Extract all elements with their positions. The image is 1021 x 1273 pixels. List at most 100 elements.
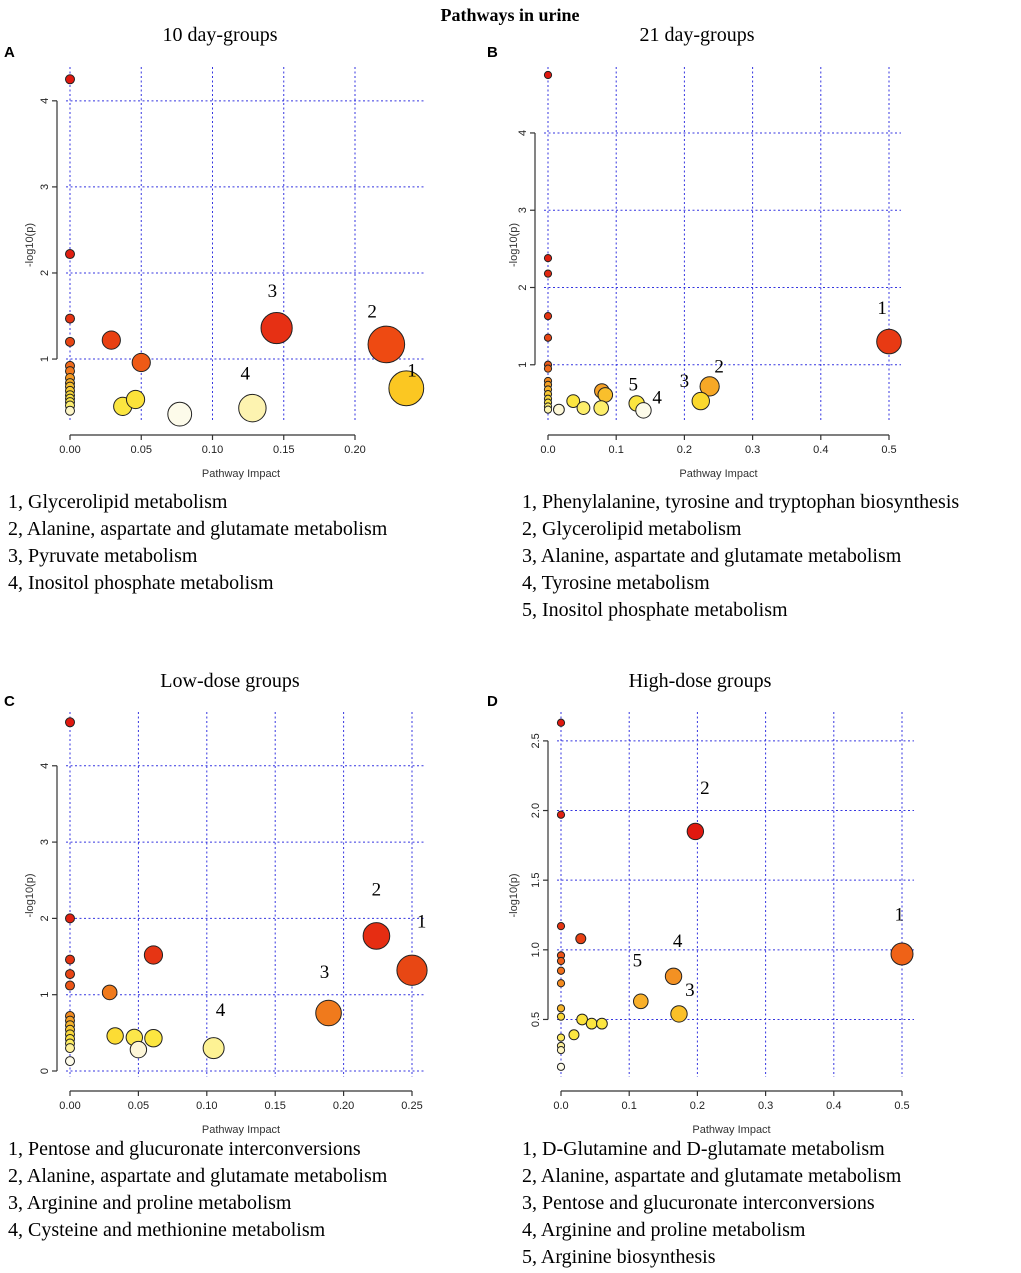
data-point [635,402,652,419]
data-point [543,311,553,321]
x-tick-label: 0.5 [881,444,896,456]
data-point [65,405,75,416]
legend-item: 4, Arginine and proline metabolism [522,1219,806,1241]
data-point [556,1062,566,1071]
legend-item: 1, D-Glutamine and D-glutamate metabolis… [522,1138,885,1160]
x-tick-label: 0.25 [401,1100,422,1112]
data-point [670,1005,688,1023]
x-tick-label: 0.0 [553,1100,568,1112]
x-axis-label: Pathway Impact [692,1124,770,1136]
x-tick-label: 0.05 [128,1100,149,1112]
y-tick-label: 2 [39,270,51,276]
panel-title: Low-dose groups [160,670,300,692]
x-tick-label: 0.15 [264,1100,285,1112]
y-tick-label: 3 [39,839,51,845]
data-point [543,254,553,263]
legend-item: 3, Pentose and glucuronate interconversi… [522,1192,875,1214]
data-point [585,1017,598,1030]
data-point [553,403,565,416]
x-tick-label: 0.4 [813,444,828,456]
x-tick-label: 0.3 [745,444,760,456]
point-annotation: 3 [320,962,330,983]
y-tick-label: 4 [39,763,51,769]
y-tick-label: 0.5 [530,1012,542,1027]
x-tick-label: 0.10 [196,1100,217,1112]
data-point [596,1017,608,1030]
panel-d: D High-dose groups 0.5 1.0 1.5 2.0 2.5 -log10(p… [487,670,914,1268]
data-point [238,393,267,423]
data-point [556,956,566,966]
y-axis-label: -log10(p) [508,873,520,917]
data-point [101,330,121,350]
panel-a: A 10 day-groups 1 2 3 4 -log10(p) 0.00 0.05 0.10 0… [4,24,425,594]
legend-item: 3, Alanine, aspartate and glutamate meta… [522,545,902,567]
point-annotation: 3 [268,281,278,302]
data-point [556,966,566,975]
legend-item: 1, Glycerolipid metabolism [8,491,228,513]
legend-item: 4, Cysteine and methionine metabolism [8,1219,326,1241]
data-point [543,405,553,414]
legend-item: 4, Inositol phosphate metabolism [8,572,274,594]
data-point [125,389,146,410]
data-point [566,394,581,408]
y-tick-label: 2 [517,284,529,290]
point-annotation: 2 [372,880,382,901]
legend-item: 5, Arginine biosynthesis [522,1246,716,1268]
data-point [556,718,566,727]
y-tick-label: 4 [39,98,51,104]
x-tick-label: 0.00 [59,444,80,456]
data-point [65,249,75,260]
point-annotation: 1 [877,298,887,319]
y-tick-label: 3 [517,207,529,213]
y-tick-label: 1.0 [530,942,542,957]
data-point [686,822,705,841]
panel-title: High-dose groups [629,670,772,692]
point-annotation: 2 [714,357,724,378]
data-point [65,336,75,347]
data-point [65,980,75,991]
x-axis-label: Pathway Impact [679,468,757,480]
data-point [556,979,566,988]
y-axis-label: -log10(p) [24,873,36,917]
figure-title: Pathways in urine [440,5,579,25]
data-point [576,401,591,415]
y-tick-label: 1 [517,362,529,368]
x-tick-label: 0.0 [540,444,555,456]
point-annotation: 5 [629,374,639,395]
data-point [65,954,75,965]
data-point [144,1028,163,1048]
data-point [367,325,406,364]
x-tick-label: 0.1 [622,1100,637,1112]
point-annotation: 1 [417,912,427,933]
data-point [543,333,553,342]
point-annotation: 4 [652,387,662,408]
point-annotation: 2 [367,302,377,323]
data-point [388,370,425,407]
data-point [568,1029,580,1041]
legend-item: 2, Alanine, aspartate and glutamate meta… [8,1165,388,1187]
data-point [396,954,428,986]
x-tick-label: 0.4 [826,1100,841,1112]
y-tick-label: 4 [517,130,529,136]
x-tick-label: 0.10 [202,444,223,456]
legend-item: 2, Glycerolipid metabolism [522,518,742,540]
point-annotation: 1 [895,905,905,926]
y-tick-label: 2 [39,915,51,921]
data-point [543,70,553,80]
data-point [101,984,118,1001]
x-tick-label: 0.3 [758,1100,773,1112]
data-point [691,391,710,411]
panel-letter: C [4,693,15,710]
data-point [65,1043,75,1054]
data-point [167,401,193,427]
x-tick-label: 0.2 [690,1100,705,1112]
point-annotation: 2 [700,778,710,799]
data-point [106,1027,124,1045]
y-tick-label: 1 [39,356,51,362]
data-point [129,1040,148,1059]
x-axis-label: Pathway Impact [202,1124,280,1136]
point-annotation: 4 [216,1000,226,1021]
legend-item: 2, Alanine, aspartate and glutamate meta… [522,1165,902,1187]
